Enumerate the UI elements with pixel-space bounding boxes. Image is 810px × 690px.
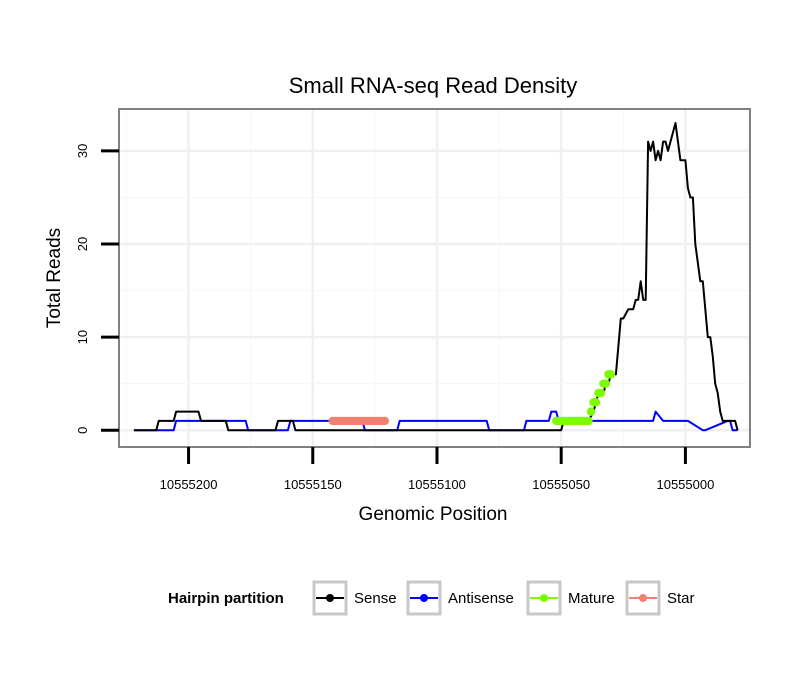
- legend-label-star: Star: [667, 590, 695, 607]
- x-axis-title: Genomic Position: [359, 504, 508, 525]
- chart-title: Small RNA-seq Read Density: [289, 73, 578, 98]
- series-mature-point: [591, 398, 601, 407]
- y-tick-label: 10: [75, 330, 90, 344]
- plot-panel: [118, 108, 751, 448]
- legend-label-mature: Mature: [568, 590, 615, 607]
- legend-point-sense: [326, 594, 334, 602]
- series-sense-line: [133, 122, 739, 432]
- y-axis-title: Total Reads: [44, 228, 65, 328]
- legend-point-star: [639, 594, 647, 602]
- axes: 10555200 10555150 10555100 10555050 10555000…: [75, 144, 714, 492]
- y-tick-label: 20: [75, 237, 90, 251]
- series-antisense-line: [133, 410, 738, 432]
- legend-label-antisense: Antisense: [448, 590, 514, 607]
- legend-point-antisense: [420, 594, 428, 602]
- x-tick-label: 10555100: [408, 477, 466, 492]
- y-tick-label: 0: [75, 427, 90, 434]
- series-mature-point: [601, 379, 611, 388]
- series-layer: [133, 122, 739, 432]
- series-star-point: [380, 416, 390, 426]
- x-tick-label: 10555150: [284, 477, 342, 492]
- legend-point-mature: [540, 594, 548, 602]
- x-tick-label: 10555050: [532, 477, 590, 492]
- x-tick-label: 10555200: [160, 477, 218, 492]
- grid: [120, 110, 749, 446]
- series-mature-point: [586, 407, 596, 416]
- legend: Hairpin partition Sense Antisense Mature St…: [168, 580, 695, 616]
- series-mature-point: [596, 388, 606, 398]
- series-mature-point: [584, 416, 593, 426]
- legend-label-sense: Sense: [354, 590, 397, 607]
- legend-title: Hairpin partition: [168, 590, 284, 607]
- series-mature-point: [606, 370, 616, 379]
- x-tick-label: 10555000: [656, 477, 714, 492]
- y-tick-label: 30: [75, 144, 90, 158]
